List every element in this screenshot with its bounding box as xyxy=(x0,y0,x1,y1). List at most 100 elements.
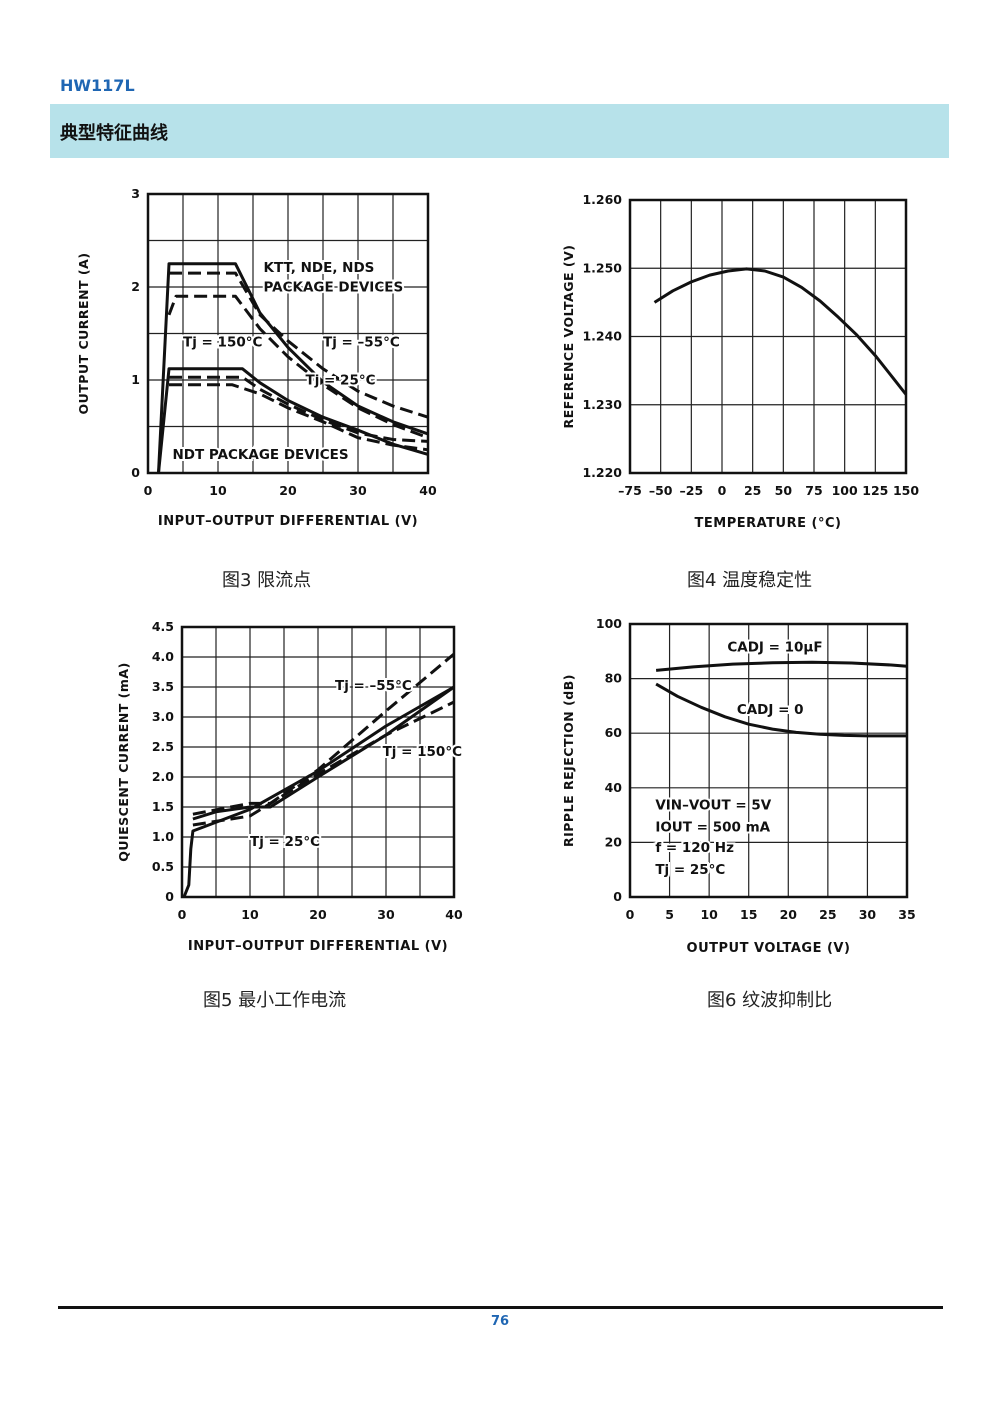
y-axis-label: OUTPUT CURRENT (A) xyxy=(76,252,91,414)
annotation-label: VIN–VOUT = 5V xyxy=(655,798,771,814)
x-tick-label: 125 xyxy=(862,483,888,498)
y-axis-label: RIPPLE REJECTION (dB) xyxy=(561,674,576,847)
x-tick-label: 150 xyxy=(893,483,919,498)
y-tick-label: 1.0 xyxy=(152,829,174,844)
series-line-5 xyxy=(169,375,429,443)
y-tick-label: 3 xyxy=(131,186,140,201)
annotation-label: NDT PACKAGE DEVICES xyxy=(173,447,349,463)
caption-fig5: 图5 最小工作电流 xyxy=(203,990,347,1011)
y-tick-label: 3.5 xyxy=(152,679,174,694)
x-tick-label: 30 xyxy=(859,907,877,922)
y-tick-label: 1.240 xyxy=(582,329,622,344)
annotation-label: Tj = –55°C xyxy=(323,335,400,351)
x-tick-label: –75 xyxy=(618,483,642,498)
y-tick-label: 2.5 xyxy=(152,739,174,754)
annotation-label: KTT, NDE, NDS xyxy=(264,260,375,276)
y-tick-label: 40 xyxy=(605,780,623,795)
x-axis-label: INPUT–OUTPUT DIFFERENTIAL (V) xyxy=(188,939,448,954)
series-line-1 xyxy=(157,262,429,474)
caption-fig3: 图3 限流点 xyxy=(222,570,312,591)
x-tick-label: 30 xyxy=(349,483,367,498)
annotation-label: Tj = 150°C xyxy=(183,335,262,351)
series-line-6 xyxy=(169,383,429,452)
section-title: 典型特征曲线 xyxy=(60,123,168,144)
y-tick-label: 1.220 xyxy=(582,465,622,480)
y-tick-label: 4.5 xyxy=(152,619,174,634)
x-tick-label: 30 xyxy=(377,907,395,922)
series-line-1 xyxy=(182,685,455,898)
section-header-bar: 典型特征曲线 xyxy=(50,104,949,158)
y-tick-label: 100 xyxy=(596,616,622,631)
y-tick-label: 1 xyxy=(131,372,140,387)
plot-frame xyxy=(146,192,430,475)
x-tick-label: 10 xyxy=(209,483,227,498)
x-tick-label: 10 xyxy=(700,907,718,922)
product-title: HW117L xyxy=(60,76,135,95)
y-tick-label: 4.0 xyxy=(152,649,174,664)
series-line-2 xyxy=(192,652,455,816)
x-tick-label: 20 xyxy=(309,907,327,922)
annotation-label: Tj = 25°C xyxy=(306,373,376,389)
x-tick-label: 100 xyxy=(832,483,858,498)
x-tick-label: –25 xyxy=(680,483,704,498)
y-axis-label: REFERENCE VOLTAGE (V) xyxy=(561,245,576,429)
y-tick-label: 1.260 xyxy=(582,192,622,207)
y-tick-label: 20 xyxy=(605,834,623,849)
y-tick-label: 0 xyxy=(165,889,174,904)
x-tick-label: 0 xyxy=(178,907,187,922)
x-tick-label: 40 xyxy=(419,483,437,498)
x-tick-label: 0 xyxy=(626,907,635,922)
annotation-label: Tj = 150°C xyxy=(383,744,462,760)
caption-fig6: 图6 纹波抑制比 xyxy=(707,990,833,1011)
series-line-3 xyxy=(192,700,455,827)
x-tick-label: 40 xyxy=(445,907,463,922)
y-tick-label: 2 xyxy=(131,279,140,294)
series-line-1 xyxy=(655,660,908,672)
x-tick-label: 75 xyxy=(805,483,822,498)
chart-minimum-operating-current: 0 10 20 30 40 0 0.5 1.0 1.5 2.0 2.5 3.0 3.5 4.0 4.5 INP… xyxy=(116,619,464,954)
series-line-2 xyxy=(655,682,907,738)
x-tick-label: 35 xyxy=(898,907,915,922)
y-tick-label: 80 xyxy=(605,671,623,686)
y-tick-label: 0 xyxy=(613,889,622,904)
y-axis-label: QUIESCENT CURRENT (mA) xyxy=(116,662,131,862)
x-axis-label: OUTPUT VOLTAGE (V) xyxy=(687,941,851,956)
chart-ripple-rejection: 0 5 10 15 20 25 30 35 0 20 40 60 80 100 OUTPUT VOLTAGE… xyxy=(561,616,916,956)
page-number: 76 xyxy=(490,1314,510,1329)
x-tick-label: 5 xyxy=(665,907,674,922)
x-tick-label: 15 xyxy=(740,907,757,922)
plot-frame xyxy=(628,622,909,899)
y-tick-label: 1.5 xyxy=(152,799,174,814)
y-tick-label: 1.250 xyxy=(582,260,622,275)
y-tick-label: 1.230 xyxy=(582,397,622,412)
x-tick-label: 20 xyxy=(780,907,798,922)
annotation-label: PACKAGE DEVICES xyxy=(264,280,404,296)
annotation-label: CADJ = 10µF xyxy=(727,639,822,655)
series-line-1 xyxy=(653,267,908,396)
x-tick-label: 25 xyxy=(819,907,836,922)
chart-temperature-stability: –75 –50 –25 0 25 50 75 100 125 150 1.220 1.230 1.240… xyxy=(561,192,919,531)
series-line-4 xyxy=(192,685,455,821)
x-tick-label: 20 xyxy=(279,483,297,498)
annotation-label: f = 120 Hz xyxy=(655,840,734,856)
annotation-label: Tj = 25°C xyxy=(655,862,725,878)
y-tick-label: 0 xyxy=(131,465,140,480)
annotation-label: Tj = –55°C xyxy=(335,678,412,694)
x-tick-label: 0 xyxy=(144,483,153,498)
annotation-label: Tj = 25°C xyxy=(250,834,320,850)
caption-fig4: 图4 温度稳定性 xyxy=(687,570,813,591)
x-tick-label: 10 xyxy=(241,907,259,922)
y-tick-label: 2.0 xyxy=(152,769,174,784)
x-tick-label: –50 xyxy=(649,483,673,498)
plot-frame xyxy=(180,625,456,899)
y-tick-label: 60 xyxy=(605,725,623,740)
x-tick-label: 50 xyxy=(775,483,793,498)
chart-current-limit: 0 10 20 30 40 0 1 2 3 INPUT–OUTPUT DIFFERENTIAL (… xyxy=(76,186,437,529)
plot-frame xyxy=(628,198,908,475)
x-axis-label: TEMPERATURE (°C) xyxy=(695,516,842,531)
x-tick-label: 0 xyxy=(718,483,727,498)
annotation-label: IOUT = 500 mA xyxy=(655,819,770,835)
x-axis-label: INPUT–OUTPUT DIFFERENTIAL (V) xyxy=(158,514,418,529)
annotation-label: CADJ = 0 xyxy=(737,702,804,718)
series-line-2 xyxy=(169,271,429,419)
